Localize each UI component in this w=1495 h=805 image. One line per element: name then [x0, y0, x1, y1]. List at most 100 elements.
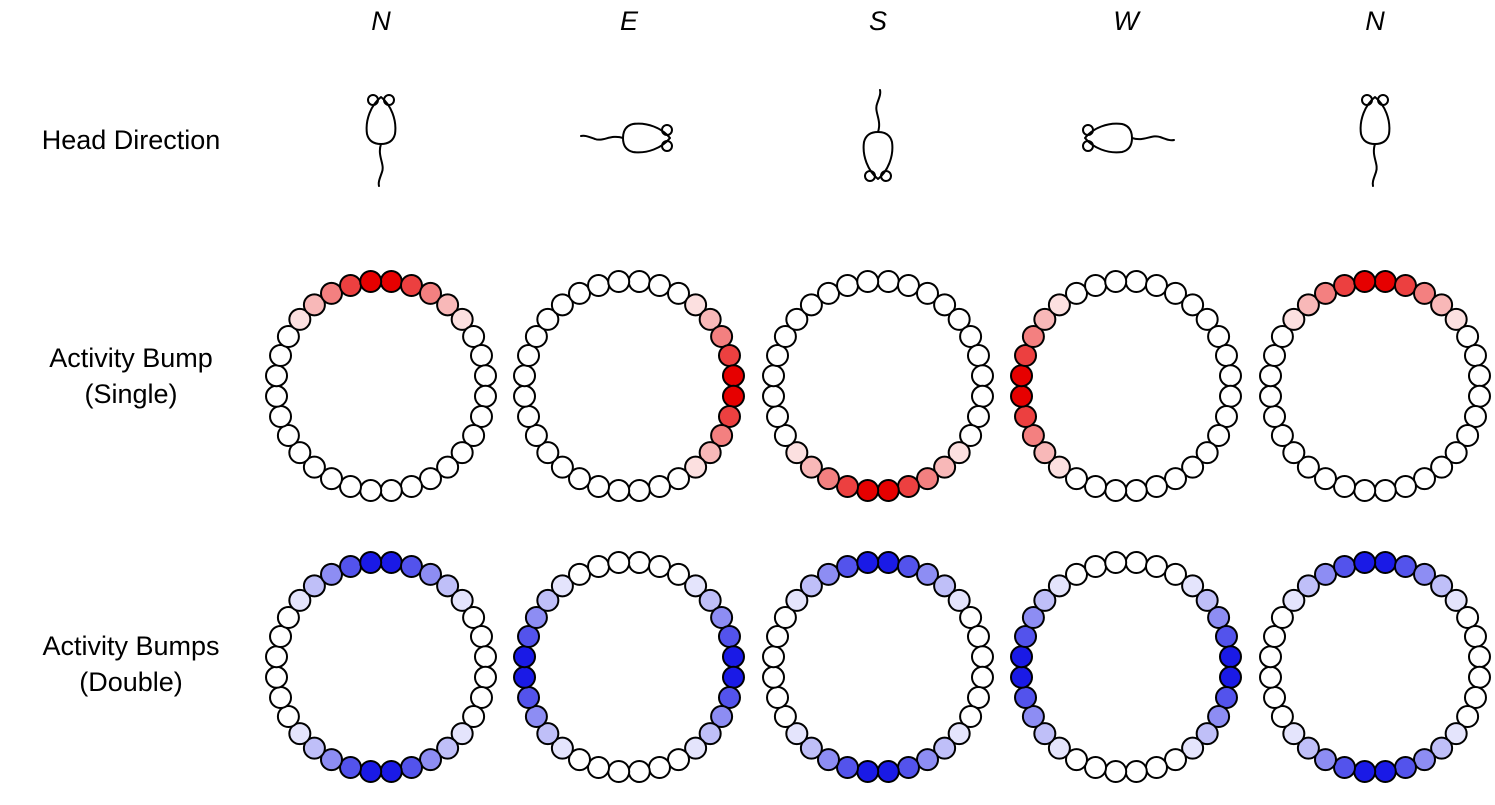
neuron	[1333, 474, 1357, 498]
neuron	[933, 736, 957, 760]
neuron	[1195, 441, 1219, 465]
neuron	[667, 467, 690, 491]
neuron	[773, 424, 797, 447]
mouse-ear-left	[661, 124, 673, 136]
double-bump-ring	[1010, 551, 1242, 783]
neuron	[684, 736, 708, 760]
neuron	[710, 606, 734, 629]
mouse-tail	[1371, 143, 1378, 187]
neuron	[1373, 478, 1397, 502]
neuron	[717, 404, 741, 428]
mouse-icon	[365, 94, 397, 187]
neuron	[320, 748, 343, 772]
neuron	[450, 307, 474, 331]
neuron	[1393, 555, 1417, 579]
neuron	[1218, 645, 1242, 669]
neuron	[1021, 424, 1045, 447]
neuron	[970, 665, 994, 689]
neuron	[966, 685, 990, 709]
neuron	[339, 555, 363, 579]
neuron	[876, 270, 900, 294]
neuron	[587, 555, 611, 579]
neuron	[1214, 685, 1238, 709]
neuron	[1033, 441, 1057, 465]
neuron	[896, 274, 920, 298]
neuron	[419, 562, 442, 586]
neuron	[966, 344, 990, 368]
neuron	[799, 293, 823, 317]
neuron	[876, 478, 900, 502]
neuron	[1444, 722, 1468, 746]
neuron	[524, 606, 548, 629]
mouse-icon	[580, 122, 673, 154]
neuron	[947, 441, 971, 465]
column-heading-e: E	[619, 6, 638, 36]
neuron	[1214, 344, 1238, 368]
neuron	[1047, 293, 1071, 317]
neuron	[536, 307, 560, 331]
neuron	[970, 364, 994, 388]
neuron	[1373, 551, 1397, 575]
neuron	[1207, 705, 1231, 728]
neuron	[379, 551, 403, 575]
neuron	[1373, 270, 1397, 294]
neuron	[607, 551, 631, 575]
neuron	[1282, 441, 1306, 465]
neuron	[1014, 685, 1038, 709]
neuron	[1065, 467, 1088, 491]
neuron	[568, 562, 591, 586]
mouse-ear-right	[661, 140, 673, 152]
neuron	[1373, 759, 1397, 783]
neuron	[785, 441, 809, 465]
neuron	[836, 474, 860, 498]
neuron	[302, 736, 326, 760]
neuron	[916, 281, 939, 305]
neuron	[1021, 606, 1045, 629]
neuron	[276, 424, 300, 447]
neuron	[302, 574, 326, 598]
neuron	[607, 478, 631, 502]
neuron	[1333, 555, 1357, 579]
neuron	[524, 325, 548, 348]
double-bump-ring	[762, 551, 994, 783]
neuron	[966, 404, 990, 428]
neuron	[1104, 759, 1128, 783]
neuron	[1084, 474, 1108, 498]
neuron	[1033, 588, 1057, 612]
neuron	[587, 474, 611, 498]
neuron	[762, 384, 786, 408]
neuron	[1333, 755, 1357, 779]
neuron	[1214, 404, 1238, 428]
neuron	[339, 755, 363, 779]
single-bump-ring	[265, 270, 497, 502]
neuron	[1263, 404, 1287, 428]
neuron	[1164, 281, 1187, 305]
mouse-ear-left	[1082, 140, 1094, 152]
neuron	[667, 281, 690, 305]
neuron	[698, 441, 722, 465]
neuron	[896, 755, 920, 779]
neuron	[947, 722, 971, 746]
neuron	[896, 474, 920, 498]
neuron	[933, 293, 957, 317]
neuron	[265, 364, 289, 388]
neuron	[1195, 588, 1219, 612]
mouse-ear-left	[367, 94, 379, 106]
neuron	[667, 748, 690, 772]
neuron	[721, 665, 745, 689]
mouse-tail	[377, 143, 384, 187]
single-bump-ring	[762, 270, 994, 502]
neuron	[959, 325, 983, 348]
neuron	[1104, 270, 1128, 294]
neuron	[1353, 270, 1377, 294]
neuron	[721, 364, 745, 388]
neuron	[916, 748, 939, 772]
neuron	[1296, 574, 1320, 598]
neuron	[1144, 755, 1168, 779]
neuron	[1467, 364, 1491, 388]
neuron	[513, 364, 537, 388]
neuron	[419, 467, 442, 491]
neuron	[1084, 555, 1108, 579]
neuron	[773, 325, 797, 348]
neuron	[399, 555, 423, 579]
